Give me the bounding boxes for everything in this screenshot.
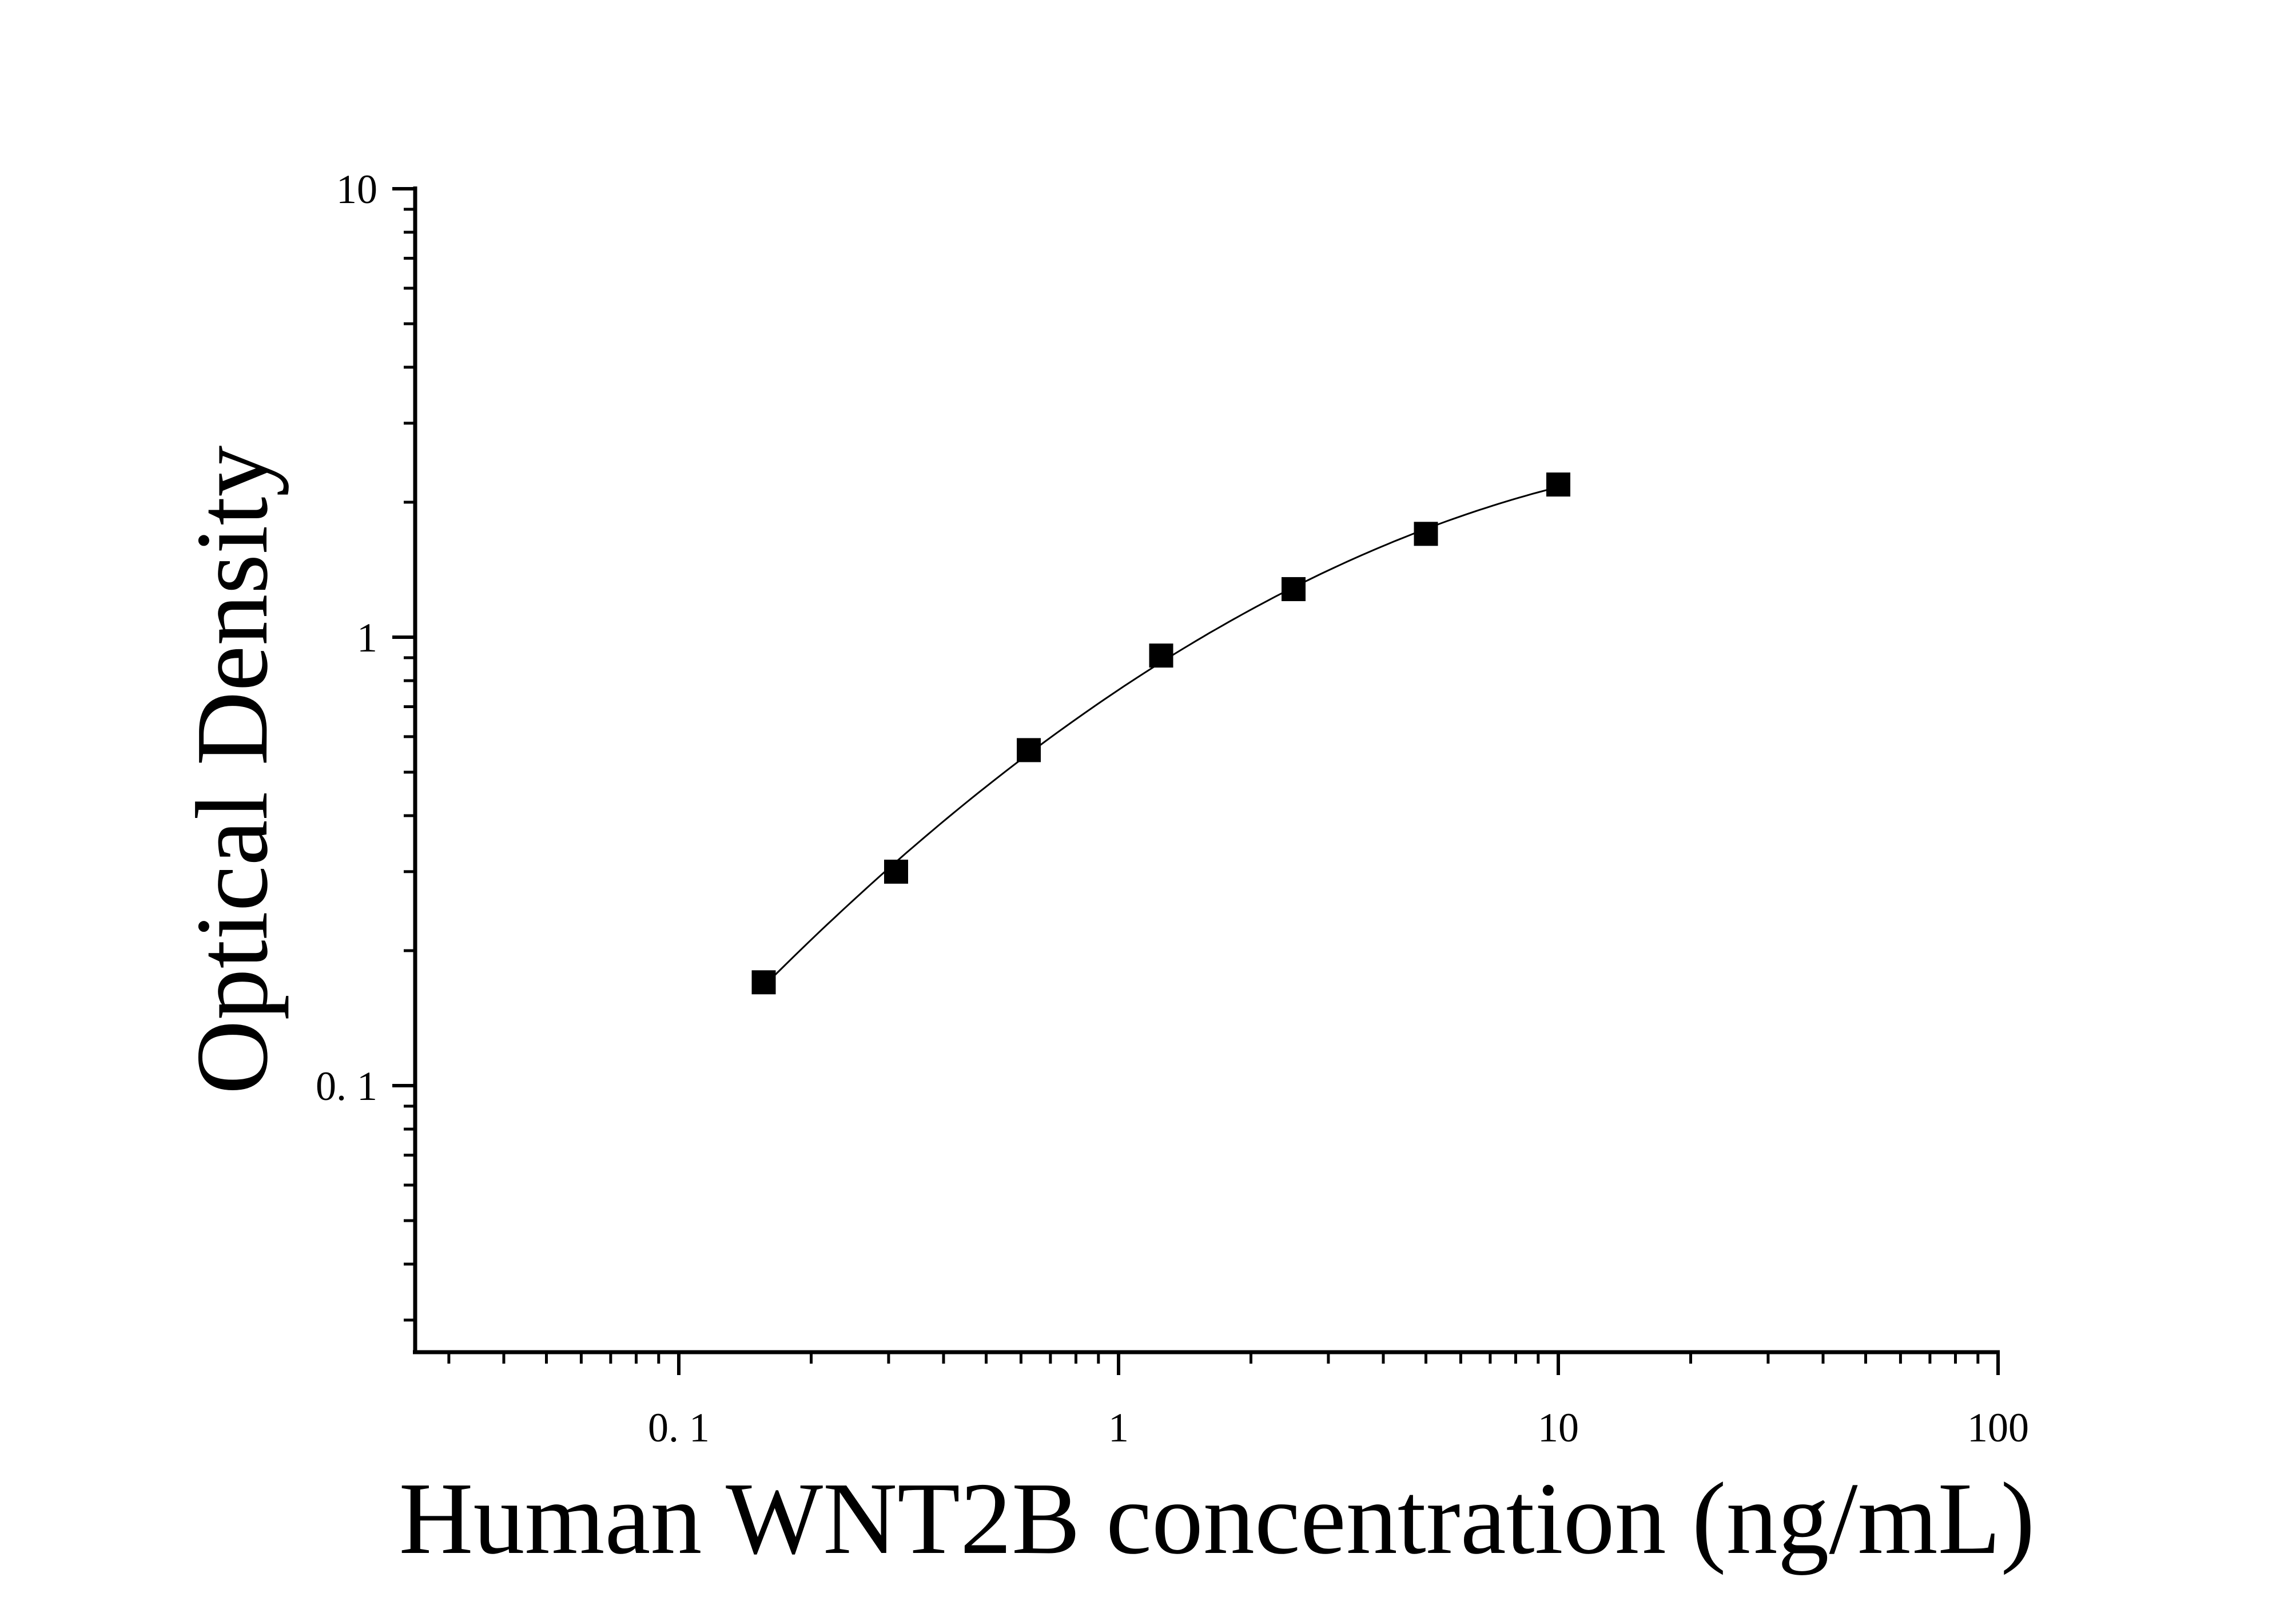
- fit-curve: [767, 486, 1559, 982]
- x-axis-title: Human WNT2B concentration (ng/mL): [399, 1461, 2035, 1575]
- x-tick-label: 100: [1967, 1405, 2029, 1451]
- data-point: [1017, 738, 1041, 762]
- x-major-ticks: [677, 1352, 2000, 1375]
- y-axis-title: Optical Density: [175, 446, 289, 1095]
- y-major-ticks: [392, 187, 415, 1087]
- y-tick-label: 0. 1: [316, 1063, 377, 1109]
- data-point: [884, 859, 909, 884]
- data-point: [1546, 472, 1570, 497]
- data-point: [1282, 577, 1306, 601]
- data-points: [751, 472, 1570, 995]
- data-point: [1414, 522, 1438, 546]
- data-point: [1149, 643, 1173, 668]
- x-tick-label: 10: [1538, 1405, 1579, 1451]
- x-tick-label: 1: [1108, 1405, 1129, 1451]
- x-tick-labels: 0. 1 1 10 100: [648, 1405, 2029, 1451]
- y-tick-labels: 0. 1 1 10: [316, 166, 377, 1109]
- y-tick-label: 1: [357, 615, 377, 661]
- data-point: [751, 970, 776, 995]
- x-tick-label: 0. 1: [648, 1405, 710, 1451]
- y-tick-label: 10: [336, 166, 377, 212]
